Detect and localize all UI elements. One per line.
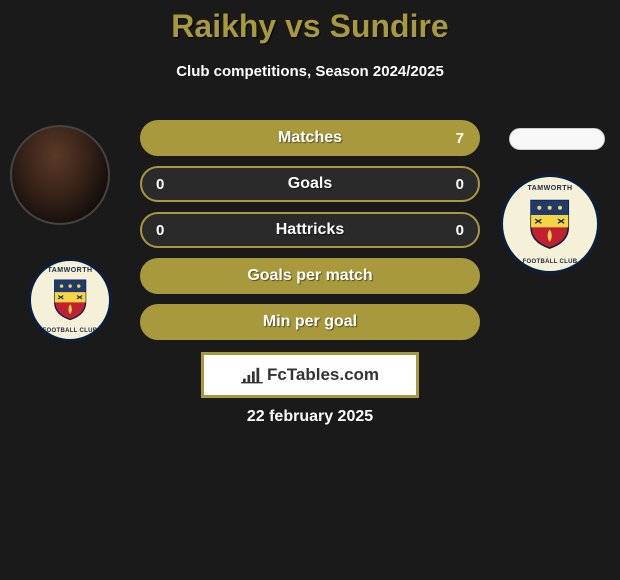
stat-label: Goals [288, 175, 332, 193]
stat-label: Min per goal [263, 313, 357, 331]
crest-text-bottom: FOOTBALL CLUB [31, 328, 109, 334]
page-subtitle: Club competitions, Season 2024/2025 [0, 63, 620, 80]
stats-container: Matches 7 0 Goals 0 0 Hattricks 0 Goals … [140, 120, 480, 350]
stat-row-goals: 0 Goals 0 [140, 166, 480, 202]
stat-row-matches: Matches 7 [140, 120, 480, 156]
date-label: 22 february 2025 [0, 408, 620, 426]
stat-row-min-per-goal: Min per goal [140, 304, 480, 340]
stat-row-hattricks: 0 Hattricks 0 [140, 212, 480, 248]
crest-text-top: TAMWORTH [31, 267, 109, 274]
header: Raikhy vs Sundire Club competitions, Sea… [0, 0, 620, 80]
player-right-club-crest: TAMWORTH FOOTBALL CLUB [500, 174, 600, 274]
player-left-avatar [10, 125, 110, 225]
stat-left-value: 0 [156, 176, 164, 193]
stat-row-goals-per-match: Goals per match [140, 258, 480, 294]
player-right-avatar-placeholder [509, 128, 605, 150]
stat-right-value: 0 [456, 176, 464, 193]
stat-right-value: 7 [456, 130, 464, 147]
bar-chart-icon [241, 366, 263, 384]
watermark: FcTables.com [201, 352, 419, 398]
crest-shield-icon [53, 278, 87, 322]
stat-left-value: 0 [156, 222, 164, 239]
crest-text-top: TAMWORTH [503, 185, 597, 192]
crest-shield-icon [529, 198, 570, 251]
stat-label: Matches [278, 129, 342, 147]
player-left-club-crest: TAMWORTH FOOTBALL CLUB [28, 258, 112, 342]
watermark-text: FcTables.com [267, 365, 379, 385]
stat-label: Goals per match [247, 267, 372, 285]
stat-right-value: 0 [456, 222, 464, 239]
crest-text-bottom: FOOTBALL CLUB [503, 259, 597, 265]
page-title: Raikhy vs Sundire [0, 8, 620, 45]
stat-label: Hattricks [276, 221, 344, 239]
